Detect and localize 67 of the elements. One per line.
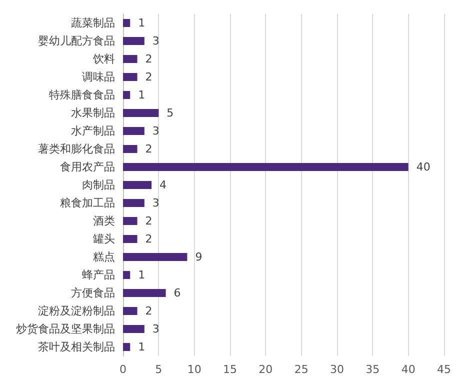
x-tick-label: 15 bbox=[223, 363, 237, 376]
data-label: 2 bbox=[145, 214, 152, 228]
data-label: 3 bbox=[152, 196, 160, 210]
y-tick-label: 蜂产品 bbox=[82, 268, 115, 282]
x-tick-label: 30 bbox=[330, 363, 344, 376]
y-tick-label: 薯类和膨化食品 bbox=[38, 142, 115, 156]
y-tick-label: 罐头 bbox=[93, 232, 115, 246]
y-tick-label: 饮料 bbox=[92, 52, 115, 66]
data-label: 1 bbox=[138, 340, 146, 354]
y-tick-label: 肉制品 bbox=[82, 178, 115, 192]
bar bbox=[123, 271, 130, 279]
bar bbox=[123, 163, 408, 171]
data-label: 4 bbox=[160, 178, 167, 192]
y-tick-label: 酒类 bbox=[93, 214, 115, 228]
y-tick-label: 婴幼儿配方食品 bbox=[38, 34, 115, 48]
data-label: 2 bbox=[145, 232, 152, 246]
data-label: 5 bbox=[166, 106, 174, 120]
data-label: 2 bbox=[145, 70, 152, 84]
bar bbox=[123, 91, 130, 99]
y-tick-label: 特殊膳食食品 bbox=[49, 88, 115, 102]
bar bbox=[123, 109, 159, 117]
x-tick-label: 10 bbox=[187, 363, 202, 376]
data-label: 9 bbox=[195, 250, 202, 264]
bar bbox=[123, 343, 130, 351]
data-label: 40 bbox=[416, 160, 430, 174]
bar bbox=[123, 253, 188, 261]
bar bbox=[123, 325, 144, 333]
x-tick-label: 20 bbox=[258, 363, 273, 376]
data-label: 1 bbox=[138, 88, 146, 102]
y-tick-label: 水产制品 bbox=[71, 124, 115, 138]
y-tick-label: 调味品 bbox=[82, 70, 115, 84]
bar bbox=[123, 307, 138, 315]
data-label: 3 bbox=[152, 322, 160, 336]
bar bbox=[123, 289, 166, 297]
bar bbox=[123, 181, 152, 189]
x-tick-label: 45 bbox=[437, 363, 451, 376]
bar bbox=[123, 235, 138, 243]
y-tick-label: 糕点 bbox=[93, 250, 115, 264]
bar bbox=[123, 73, 138, 81]
x-tick-label: 5 bbox=[155, 363, 162, 376]
data-label: 6 bbox=[174, 286, 181, 300]
bar bbox=[123, 145, 138, 153]
y-tick-label: 粮食加工品 bbox=[60, 196, 115, 210]
x-tick-label: 0 bbox=[120, 363, 126, 376]
bar bbox=[123, 199, 144, 207]
data-label: 1 bbox=[138, 16, 146, 30]
bar bbox=[123, 19, 130, 27]
x-tick-label: 25 bbox=[294, 363, 308, 376]
y-tick-label: 蔬菜制品 bbox=[71, 16, 115, 30]
data-label: 2 bbox=[145, 304, 152, 318]
y-tick-label: 茶叶及相关制品 bbox=[38, 340, 115, 354]
bar bbox=[123, 127, 144, 135]
bar bbox=[123, 55, 138, 63]
y-tick-label: 水果制品 bbox=[71, 106, 115, 120]
x-tick-label: 35 bbox=[366, 363, 380, 376]
bar bbox=[123, 217, 138, 225]
y-tick-label: 食用农产品 bbox=[60, 160, 115, 174]
bar bbox=[123, 37, 144, 45]
data-label: 1 bbox=[138, 268, 146, 282]
data-label: 3 bbox=[152, 124, 160, 138]
data-label: 2 bbox=[145, 52, 152, 66]
data-label: 3 bbox=[152, 34, 160, 48]
x-tick-label: 40 bbox=[401, 363, 416, 376]
data-label: 2 bbox=[145, 142, 152, 156]
y-tick-label: 方便食品 bbox=[71, 286, 115, 300]
y-tick-label: 淀粉及淀粉制品 bbox=[38, 304, 115, 318]
y-tick-label: 炒货食品及坚果制品 bbox=[16, 322, 115, 336]
